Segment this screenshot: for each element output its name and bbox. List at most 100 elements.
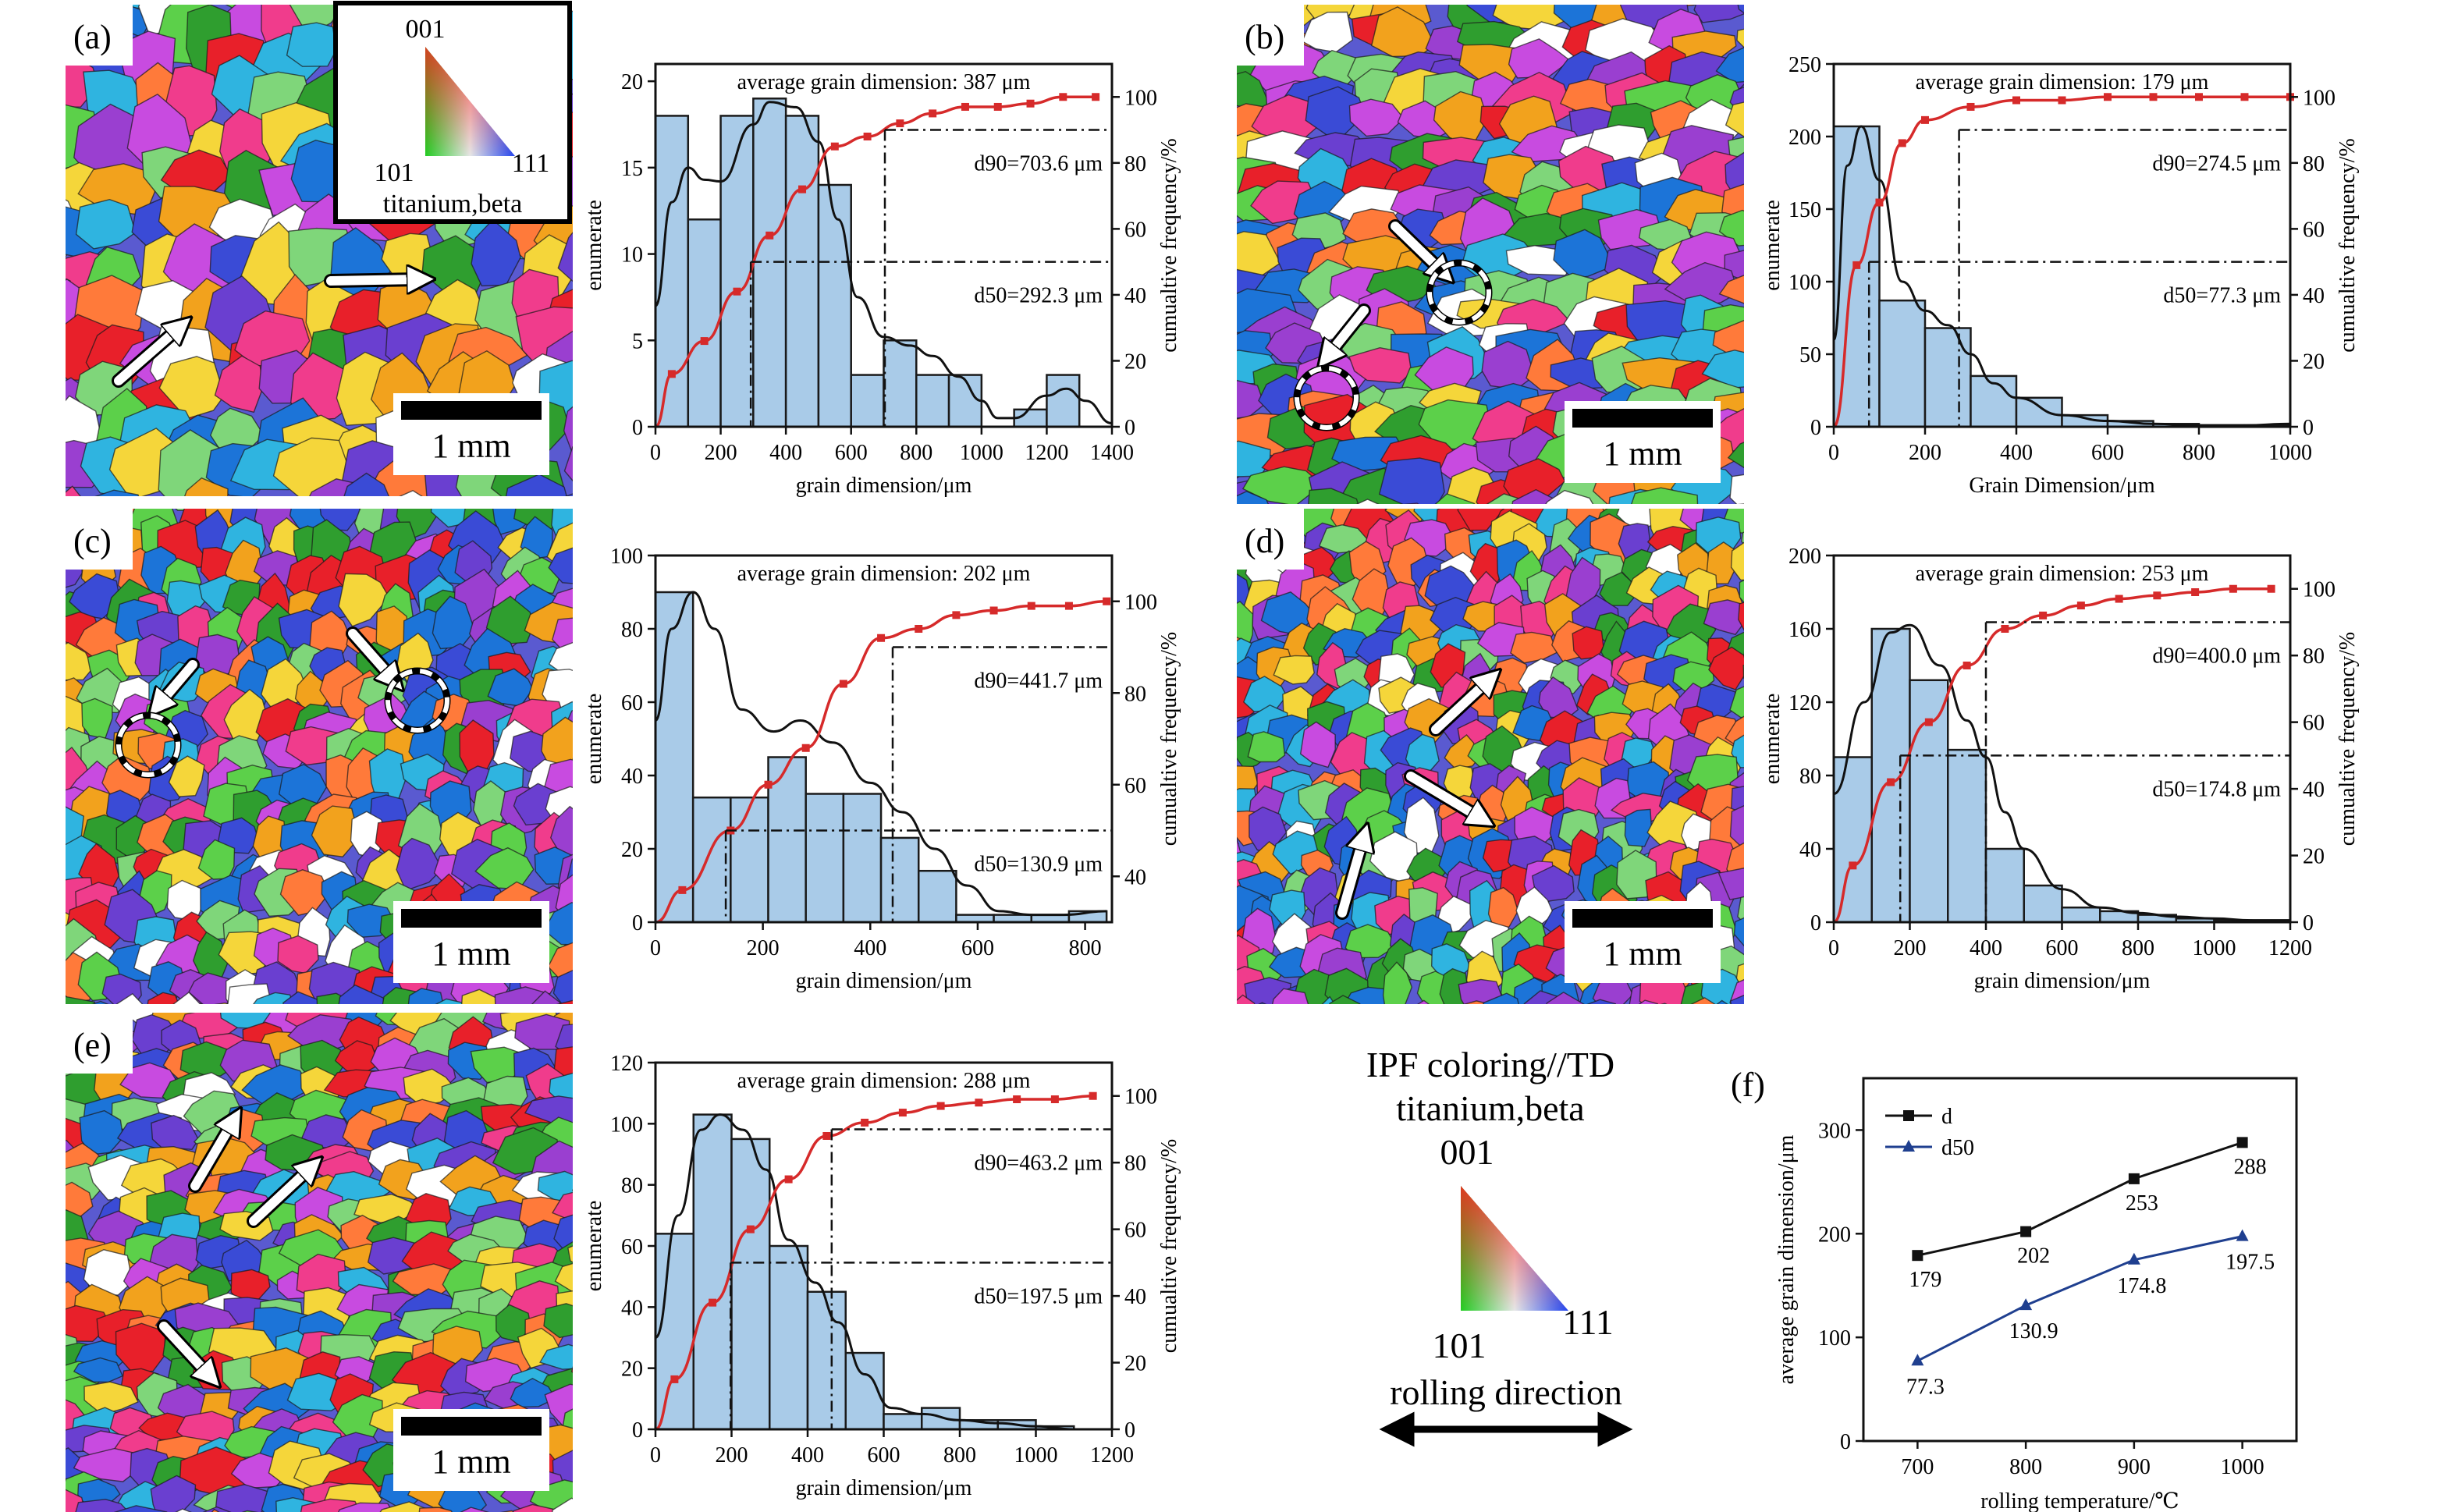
x-tick-label: 800 xyxy=(2122,936,2154,960)
x-tick-label: 200 xyxy=(1894,936,1927,960)
x-axis-label: grain dimension/μm xyxy=(1974,969,2151,993)
y-tick-label: 0 xyxy=(1810,911,1821,935)
x-tick-label: 200 xyxy=(716,1443,748,1468)
histogram-bar xyxy=(687,218,722,428)
x-tick-label: 1200 xyxy=(2268,936,2312,960)
y-axis-label: average grain dimension/μm xyxy=(1774,1134,1799,1384)
x-tick-label: 600 xyxy=(2091,441,2124,465)
cumulative-point xyxy=(1887,778,1895,786)
y2-tick-label: 40 xyxy=(1124,284,1146,308)
x-axis-label: Grain Dimension/μm xyxy=(1969,474,2154,498)
annotation-arrows-b xyxy=(1293,219,1493,431)
x-tick-label: 800 xyxy=(1069,936,1102,960)
line-chart-f: (f) 700 800 900 1000 0 100 200 300 rolling temper… xyxy=(1731,1066,2298,1512)
y-tick-label: 60 xyxy=(621,1235,643,1259)
histogram-bar xyxy=(692,1113,733,1431)
scale-bar-label: 1 mm xyxy=(432,427,510,465)
y-axis-label: enumerate xyxy=(582,200,606,291)
x-tick-label: 400 xyxy=(769,441,802,465)
histogram-bar xyxy=(883,339,918,428)
y-tick-label: 0 xyxy=(1810,416,1821,440)
y2-tick-label: 100 xyxy=(2303,86,2335,110)
y-tick-label: 100 xyxy=(1818,1326,1851,1351)
x-tick-label: 200 xyxy=(1909,441,1941,465)
panel-label-e: (e) xyxy=(73,1026,112,1064)
y2-tick-label: 40 xyxy=(2303,284,2325,308)
y2-tick-label: 60 xyxy=(1124,218,1146,242)
histogram-b: d90=274.5 μm d50=77.3 μm average grain dim… xyxy=(1760,53,2360,498)
ipf-key-111: 111 xyxy=(512,149,549,178)
y-tick-label: 40 xyxy=(621,765,643,789)
cumulative-point xyxy=(1013,1095,1021,1103)
scale-bar-label: 1 mm xyxy=(432,935,510,973)
cumulative-point xyxy=(822,1132,831,1140)
cumulative-point xyxy=(1898,139,1906,147)
x-tick-label: 1000 xyxy=(960,441,1003,465)
y-tick-label: 100 xyxy=(1788,271,1821,295)
histogram-bar xyxy=(805,793,845,924)
y-tick-label: 80 xyxy=(1799,765,1821,789)
histogram-c: d90=441.7 μm d50=130.9 μm average grain di… xyxy=(582,545,1181,993)
y2-axis-label: cumualtive frequency/% xyxy=(1157,632,1181,846)
y-tick-label: 0 xyxy=(632,1418,643,1443)
cumulative-point xyxy=(1059,93,1067,101)
x-axis-label: grain dimension/μm xyxy=(796,969,972,993)
plot-frame xyxy=(654,62,1114,428)
density-curve xyxy=(654,1113,1074,1431)
cumulative-point xyxy=(1962,662,1971,669)
histogram-bar xyxy=(730,1138,771,1431)
cumulative-point xyxy=(2076,602,2085,610)
y-axis-label: enumerate xyxy=(582,1201,606,1292)
histogram-bar xyxy=(2061,906,2101,924)
legend-label: d xyxy=(1941,1105,1952,1129)
x-tick-label: 0 xyxy=(650,1443,661,1468)
y-axis-label: enumerate xyxy=(1760,694,1785,785)
histogram-e: d90=463.2 μm d50=197.5 μm average grain di… xyxy=(582,1052,1181,1500)
annotation-arrows-c xyxy=(115,626,451,779)
series-line-d50 xyxy=(1916,1235,2243,1362)
series-point xyxy=(2127,1252,2140,1265)
data-label: 130.9 xyxy=(2009,1319,2058,1343)
y-tick-label: 15 xyxy=(621,157,643,181)
cumulative-point xyxy=(1966,102,1975,111)
cumulative-point xyxy=(877,634,886,642)
x-tick-label: 900 xyxy=(2118,1455,2151,1479)
cumulative-point xyxy=(861,1118,869,1127)
y-tick-label: 5 xyxy=(632,329,643,353)
cumulative-point xyxy=(2012,96,2020,105)
x-tick-label: 1000 xyxy=(1014,1443,1058,1468)
y-tick-label: 120 xyxy=(1788,691,1821,715)
series-point xyxy=(2236,1137,2248,1148)
histogram-bar xyxy=(1984,847,2025,924)
cumulative-point xyxy=(2104,93,2112,101)
y2-tick-label: 0 xyxy=(2303,416,2314,440)
cumulative-point xyxy=(670,1375,679,1383)
panel-label-c: (c) xyxy=(73,522,112,560)
cumulative-point xyxy=(1103,597,1111,605)
histogram-bar xyxy=(654,1233,694,1431)
y-tick-label: 200 xyxy=(1788,126,1821,150)
cumulative-point xyxy=(1089,1091,1097,1100)
cumulative-point xyxy=(764,780,773,789)
y2-tick-label: 80 xyxy=(1124,1152,1146,1176)
y-tick-label: 100 xyxy=(610,545,643,569)
data-label: 174.8 xyxy=(2117,1274,2166,1298)
x-tick-label: 700 xyxy=(1901,1455,1934,1479)
scale-bar-label: 1 mm xyxy=(1603,935,1682,973)
histogram-bar xyxy=(1878,299,1927,428)
y2-tick-label: 80 xyxy=(1124,152,1146,176)
scale-bar-d: 1 mm xyxy=(1565,901,1721,983)
cumulative-point xyxy=(961,102,969,111)
x-tick-label: 1400 xyxy=(1090,441,1134,465)
d90-label: d90=441.7 μm xyxy=(974,669,1103,694)
d50-label: d50=174.8 μm xyxy=(2152,777,2281,801)
cumulative-point xyxy=(2001,625,2009,633)
cumulative-point xyxy=(667,370,676,378)
x-tick-label: 200 xyxy=(747,936,780,960)
histogram-bar xyxy=(1046,374,1081,428)
density-curve xyxy=(1833,623,2290,922)
cumulative-point xyxy=(839,680,847,688)
histogram-bar xyxy=(1909,679,1949,924)
y-tick-label: 80 xyxy=(621,618,643,642)
